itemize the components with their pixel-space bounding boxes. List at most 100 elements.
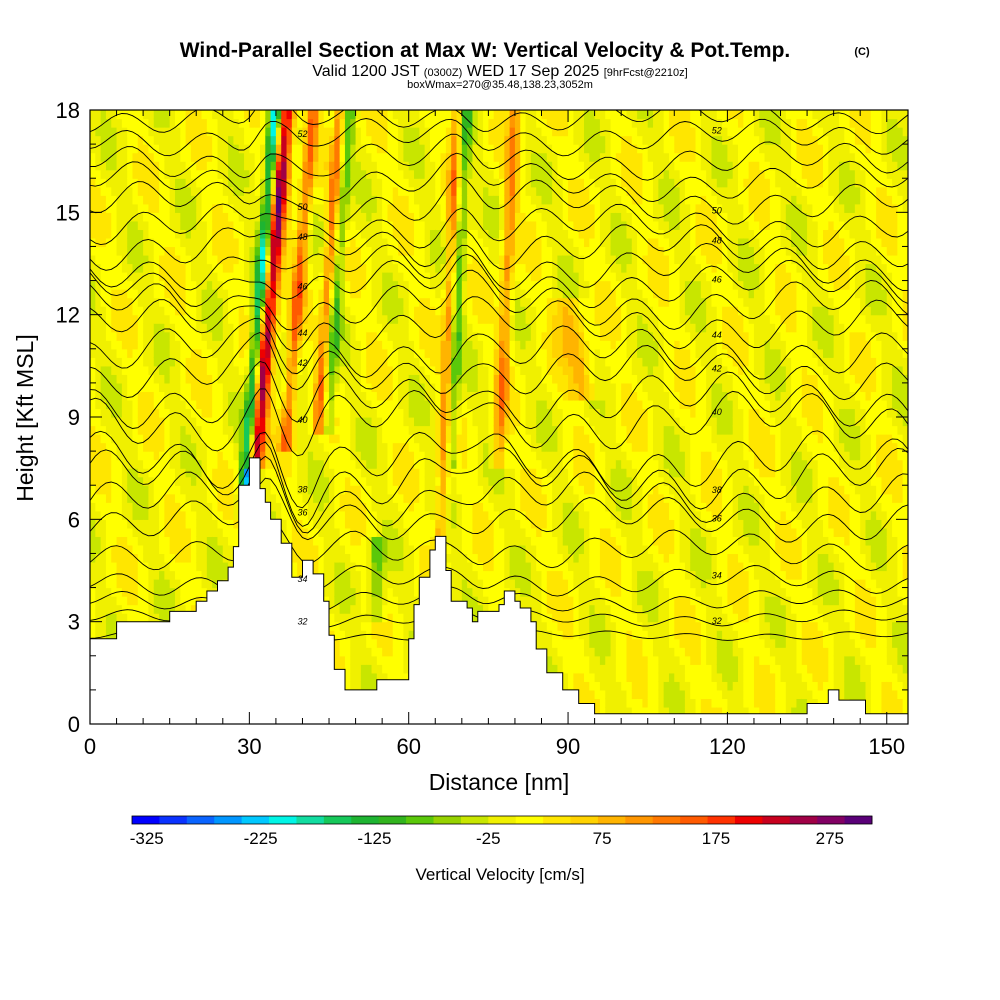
contour-labels: 32 32 34 34 36 36 38 38 40 40 42 42 44 44 46 46 48 48 50 50…: [297, 125, 721, 626]
colorbar-swatch: [433, 816, 462, 824]
theta-contour: [90, 224, 908, 271]
colorbar-swatch: [597, 816, 626, 824]
colorbar-swatch: [159, 816, 188, 824]
theta-contour: [90, 455, 908, 534]
y-tick-label: 12: [56, 303, 80, 328]
colorbar-swatch: [406, 816, 434, 824]
colorbar-swatch: [269, 816, 297, 824]
x-tick-label: 90: [556, 734, 580, 759]
contour-label: 38: [297, 485, 307, 495]
contour-label: 48: [297, 232, 307, 242]
colorbar-swatch: [515, 816, 544, 824]
contour-label: 38: [712, 485, 722, 495]
theta-contour: [90, 441, 908, 527]
x-tick-label: 30: [237, 734, 261, 759]
colorbar-swatch: [214, 816, 243, 824]
contour-label: 42: [712, 364, 722, 374]
title-mark: (C): [854, 46, 870, 58]
y-tick-label: 6: [68, 507, 80, 532]
contour-label: 46: [297, 281, 307, 291]
subtitle-date: WED 17 Sep 2025: [467, 63, 600, 80]
y-tick-label: 9: [68, 405, 80, 430]
y-tick-label: 18: [56, 98, 80, 123]
theta-contour: [90, 477, 908, 543]
colorbar-swatch: [241, 816, 270, 824]
theta-contour: [90, 110, 908, 135]
y-tick-label: 15: [56, 200, 80, 225]
colorbar-swatch: [625, 816, 654, 824]
contour-label: 32: [712, 616, 722, 626]
theta-contour: [90, 331, 908, 401]
theta-contour: [90, 388, 908, 457]
theta-contour: [90, 242, 908, 291]
chart-title: Wind-Parallel Section at Max W: Vertical…: [180, 39, 791, 62]
colorbar-swatch: [762, 816, 791, 824]
theta-contour: [90, 360, 908, 430]
y-tick-label: 3: [68, 610, 80, 635]
theta-contour: [90, 430, 908, 509]
theta-contour: [90, 318, 908, 380]
contour-label: 50: [712, 206, 722, 216]
potential-temperature-contours: [90, 110, 908, 641]
colorbar-swatch: [543, 816, 571, 824]
x-tick-label: 150: [868, 734, 905, 759]
contour-label: 44: [712, 330, 722, 340]
x-axis: 0 30 60 90 120 150: [84, 110, 905, 759]
colorbar-tick-label: -125: [357, 829, 391, 848]
x-tick-label: 120: [709, 734, 746, 759]
colorbar-tick-label: -325: [130, 829, 164, 848]
contour-label: 42: [297, 358, 307, 368]
theta-contour: [90, 133, 908, 181]
subtitle-main: Valid 1200 JST: [312, 63, 420, 80]
theta-contour: [90, 296, 908, 352]
y-tick-label: 0: [68, 712, 80, 737]
theta-contour: [90, 152, 908, 203]
contour-label: 52: [712, 125, 722, 135]
colorbar-frame: [131, 815, 873, 825]
colorbar-swatch: [378, 816, 407, 824]
colorbar-swatch: [789, 816, 818, 824]
colorbar: -325 -225 -125 -25 75 175 275: [130, 815, 873, 848]
theta-contour: [90, 269, 908, 331]
contour-label: 50: [297, 202, 307, 212]
contour-label: 44: [297, 328, 307, 338]
theta-contour: [90, 176, 908, 225]
contour-label: 46: [712, 274, 722, 284]
colorbar-swatch: [844, 816, 873, 824]
colorbar-swatch: [351, 816, 380, 824]
colorbar-tick-label: 75: [593, 829, 612, 848]
colorbar-swatch: [488, 816, 517, 824]
contour-label: 52: [297, 129, 307, 139]
contour-label: 48: [712, 236, 722, 246]
colorbar-tick-label: -225: [244, 829, 278, 848]
chart-subtitle: Valid 1200 JST (0300Z) WED 17 Sep 2025 […: [312, 63, 687, 80]
x-axis-label: Distance [nm]: [429, 769, 570, 795]
terrain: [90, 457, 908, 724]
colorbar-swatch: [652, 816, 681, 824]
colorbar-swatch: [570, 816, 599, 824]
contour-label: 34: [712, 570, 722, 580]
colorbar-swatch: [707, 816, 736, 824]
theta-contour: [90, 118, 908, 157]
contour-label: 40: [297, 415, 307, 425]
colorbar-swatch: [680, 816, 708, 824]
colorbar-swatch: [132, 816, 160, 824]
plot-area: [90, 110, 908, 724]
contour-label: 34: [297, 574, 307, 584]
subtitle-zulu: (0300Z): [424, 67, 463, 79]
colorbar-swatch: [296, 816, 325, 824]
colorbar-tick-label: -25: [476, 829, 501, 848]
colorbar-swatch: [734, 816, 763, 824]
contour-label: 32: [297, 617, 307, 627]
colorbar-tick-label: 175: [702, 829, 730, 848]
theta-contour: [90, 518, 908, 571]
x-tick-label: 0: [84, 734, 96, 759]
x-tick-label: 60: [396, 734, 420, 759]
chart-subtitle-2: boxWmax=270@35.48,138.23,3052m: [407, 79, 593, 91]
colorbar-swatch: [186, 816, 215, 824]
theta-contour: [90, 203, 908, 249]
contour-label: 36: [297, 507, 307, 517]
theta-contour: [90, 253, 908, 309]
